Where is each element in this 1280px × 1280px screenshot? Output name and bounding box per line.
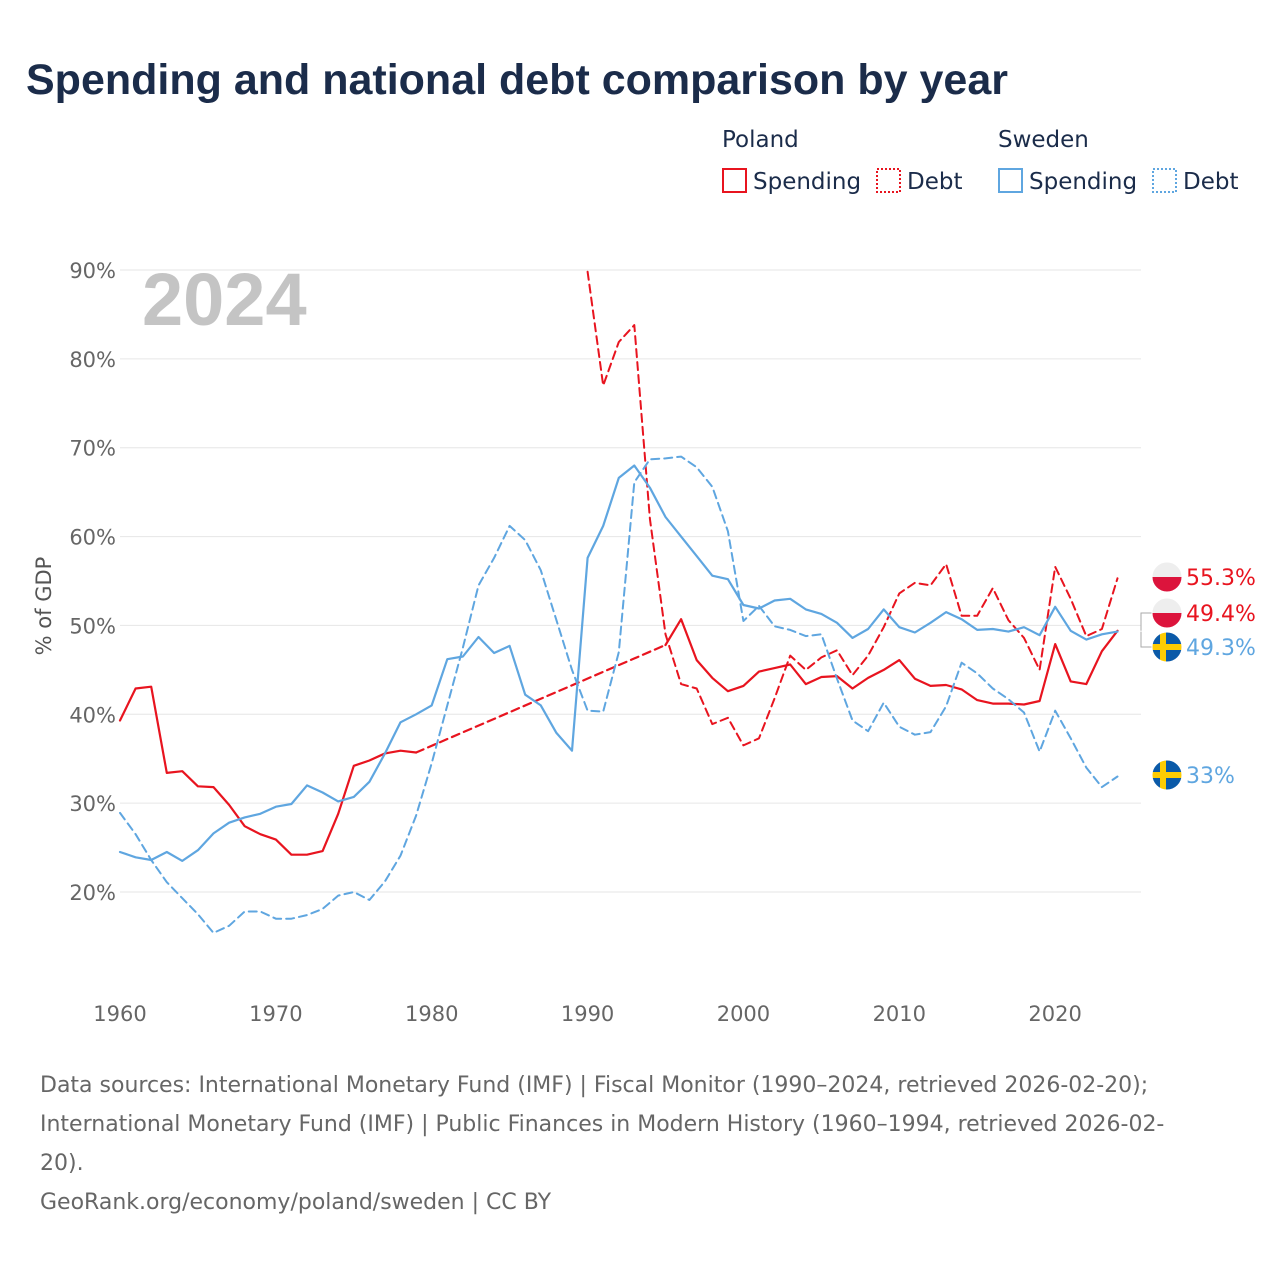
y-tick-label: 20% xyxy=(69,881,116,905)
sweden-flag-marker xyxy=(1151,631,1183,663)
legend-group-poland: Poland xyxy=(722,127,799,153)
footer-source-line-2: International Monetary Fund (IMF) | Publ… xyxy=(40,1112,1164,1137)
series-lines xyxy=(118,270,1119,934)
x-tick-label: 2010 xyxy=(873,1002,926,1026)
y-tick-label: 90% xyxy=(69,259,116,283)
legend-label-poland-spending[interactable]: Spending xyxy=(753,169,861,195)
footer-source-line-3: 20). xyxy=(40,1151,84,1176)
poland-spending-line xyxy=(118,685,418,856)
x-tick-label: 1960 xyxy=(93,1002,146,1026)
legend-swatch-poland-spending[interactable] xyxy=(722,168,747,193)
chart-title: Spending and national debt comparison by… xyxy=(26,56,1008,104)
x-axis-ticks: 1960 1970 1980 1990 2000 2010 2020 xyxy=(93,1002,1082,1026)
footer: Data sources: International Monetary Fun… xyxy=(40,1073,1164,1215)
x-tick-label: 2020 xyxy=(1028,1002,1081,1026)
poland-debt-line xyxy=(586,270,1119,747)
flag-ring xyxy=(1151,561,1183,593)
end-markers: 55.3% 49.4% 49.3% 33% xyxy=(1140,561,1256,791)
end-connector xyxy=(1140,612,1155,631)
poland-flag-icon xyxy=(1152,562,1182,592)
poland-flag-marker xyxy=(1151,561,1183,593)
x-tick-label: 2000 xyxy=(717,1002,770,1026)
flag-ring xyxy=(1151,597,1183,629)
year-label: 2024 xyxy=(142,258,307,341)
y-tick-label: 80% xyxy=(69,348,116,372)
sweden-end-value-label: 49.3% xyxy=(1186,636,1256,661)
legend-label-sweden-debt[interactable]: Debt xyxy=(1183,169,1238,195)
legend-swatch-sweden-spending[interactable] xyxy=(998,168,1023,193)
y-tick-label: 30% xyxy=(69,792,116,816)
poland-spending-gap-line xyxy=(415,643,667,754)
poland-end-value-label: 55.3% xyxy=(1186,566,1256,591)
footer-credit[interactable]: GeoRank.org/economy/poland/sweden | CC B… xyxy=(40,1190,552,1215)
x-tick-label: 1980 xyxy=(405,1002,458,1026)
poland-spending-line xyxy=(664,618,1119,706)
poland-flag-icon xyxy=(1152,598,1182,628)
legend-swatch-poland-debt[interactable] xyxy=(876,168,901,193)
x-tick-label: 1990 xyxy=(561,1002,614,1026)
sweden-flag-icon xyxy=(1152,632,1182,662)
legend-label-sweden-spending[interactable]: Spending xyxy=(1029,169,1137,195)
legend-label-poland-debt[interactable]: Debt xyxy=(907,169,962,195)
y-tick-label: 50% xyxy=(69,614,116,638)
sweden-debt-line xyxy=(119,455,1119,934)
y-tick-label: 60% xyxy=(69,526,116,550)
y-tick-label: 70% xyxy=(69,437,116,461)
y-tick-label: 40% xyxy=(69,703,116,727)
y-axis-label: % of GDP xyxy=(32,557,56,656)
legend: Poland Sweden Spending Debt Spending Deb… xyxy=(722,127,1238,195)
legend-group-sweden: Sweden xyxy=(998,127,1089,153)
poland-flag-marker xyxy=(1151,597,1183,629)
footer-source-line-1: Data sources: International Monetary Fun… xyxy=(40,1073,1148,1098)
legend-swatch-sweden-debt[interactable] xyxy=(1152,168,1177,193)
sweden-flag-marker xyxy=(1151,759,1183,791)
x-tick-label: 1970 xyxy=(249,1002,302,1026)
flag-ring xyxy=(1151,759,1183,791)
end-connector xyxy=(1140,631,1155,648)
sweden-end-value-label: 33% xyxy=(1186,764,1235,789)
sweden-flag-icon xyxy=(1152,760,1182,790)
flag-ring xyxy=(1151,631,1183,663)
gridlines xyxy=(120,269,1141,893)
poland-end-value-label: 49.4% xyxy=(1186,602,1256,627)
sweden-spending-line xyxy=(118,464,1119,862)
y-axis-ticks: 20% 30% 40% 50% 60% 70% 80% 90% xyxy=(69,259,116,905)
